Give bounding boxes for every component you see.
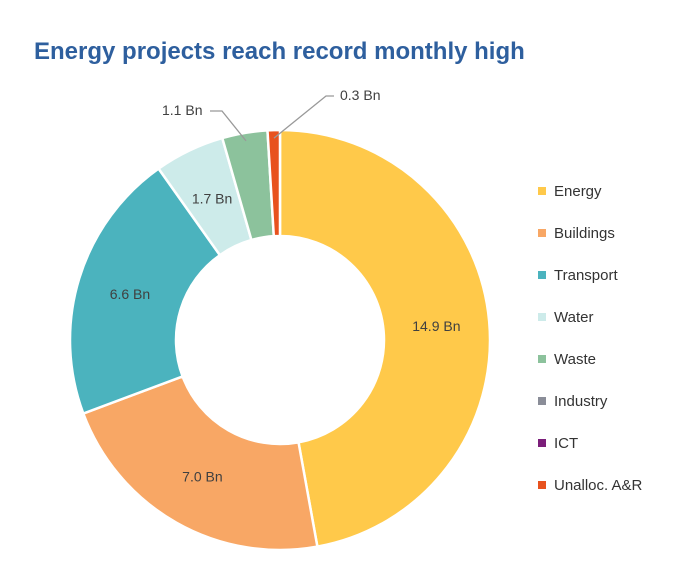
legend-label: Water: [554, 308, 594, 326]
data-label-water: 1.7 Bn: [192, 190, 232, 206]
leader-line-waste: [210, 110, 247, 142]
legend-swatch: [538, 187, 546, 195]
legend-item-transport: Transport: [538, 254, 642, 296]
slice-buildings: [81, 374, 319, 552]
legend-swatch: [538, 439, 546, 447]
legend-label: Buildings: [554, 224, 615, 242]
slice-energy: [278, 128, 492, 549]
legend-item-industry: Industry: [538, 380, 642, 422]
slice-transport: [68, 166, 222, 416]
legend-swatch: [538, 313, 546, 321]
data-label-energy: 14.9 Bn: [412, 318, 460, 334]
legend: Energy Buildings Transport Water Waste Indust…: [538, 170, 642, 506]
data-label-unalloc-a-r: 0.3 Bn: [340, 87, 380, 103]
legend-swatch: [538, 271, 546, 279]
legend-swatch: [538, 397, 546, 405]
legend-item-ict: ICT: [538, 422, 642, 464]
legend-label: Transport: [554, 266, 618, 284]
legend-label: Industry: [554, 392, 608, 410]
legend-label: Waste: [554, 350, 596, 368]
legend-swatch: [538, 481, 546, 489]
legend-swatch: [538, 229, 546, 237]
legend-item-energy: Energy: [538, 170, 642, 212]
legend-label: Unalloc. A&R: [554, 476, 643, 494]
data-label-transport: 6.6 Bn: [110, 286, 150, 302]
legend-item-waste: Waste: [538, 338, 642, 380]
legend-label: ICT: [554, 434, 579, 452]
legend-item-unalloc-a-r: Unalloc. A&R: [538, 464, 642, 506]
data-label-waste: 1.1 Bn: [162, 102, 202, 118]
legend-label: Energy: [554, 182, 602, 200]
legend-item-water: Water: [538, 296, 642, 338]
legend-item-buildings: Buildings: [538, 212, 642, 254]
data-label-buildings: 7.0 Bn: [182, 468, 222, 484]
leader-line-unalloc-a-r: [273, 95, 334, 139]
chart-title: Energy projects reach record monthly hig…: [34, 38, 525, 65]
legend-swatch: [538, 355, 546, 363]
slice-unalloc-a-r: [266, 128, 282, 238]
